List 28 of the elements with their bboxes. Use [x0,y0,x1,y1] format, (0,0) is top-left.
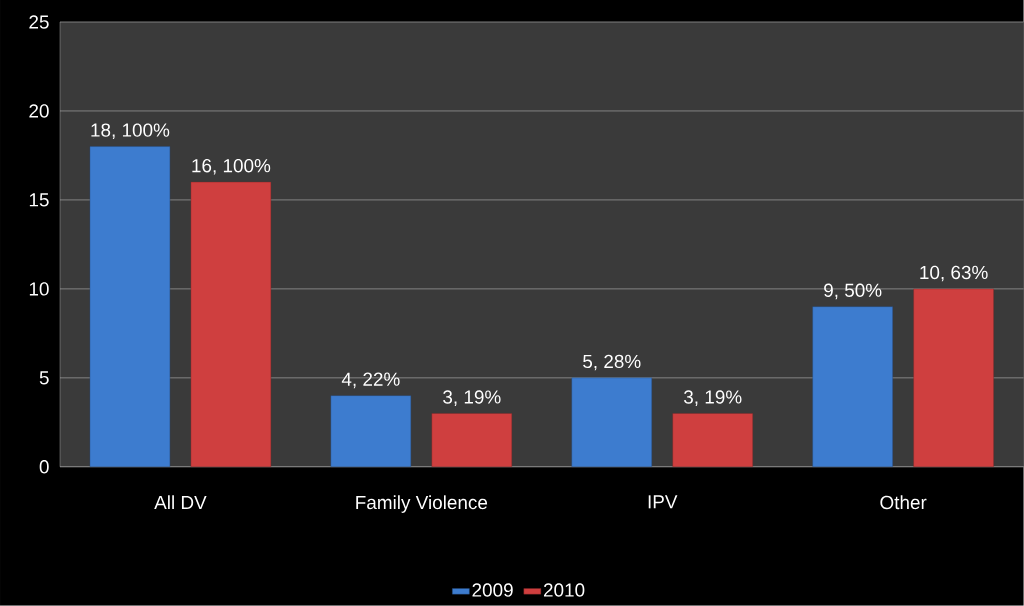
y-tick-label: 25 [29,15,49,29]
y-tick-label: 5 [39,371,49,385]
data-label: 4, 22% [341,372,400,389]
bar [431,413,512,468]
x-tick-label: Other [880,495,927,510]
y-tick-label: 20 [29,104,49,118]
bar [89,146,171,468]
y-tick-label: 15 [29,193,49,207]
bar [913,288,994,468]
y-tick-label: 0 [39,460,49,474]
x-tick-label: Family Violence [356,495,488,514]
bar [330,395,412,468]
y-tick-label: 10 [29,282,49,296]
bar [571,377,652,468]
bar [812,306,893,468]
data-label: 3, 19% [683,390,742,407]
legend-label: 2009 [472,583,513,597]
data-label: 10, 63% [920,265,988,282]
data-label: 5, 28% [583,354,641,371]
x-tick-label: IPV [648,495,678,509]
legend-label: 2010 [543,583,585,597]
data-label: 9, 50% [824,283,882,300]
bar [190,182,272,468]
data-label: 18, 100% [91,123,170,140]
data-label: 3, 19% [443,390,501,407]
x-tick-label: All DV [154,495,207,510]
data-label: 16, 100% [192,159,271,175]
bar [672,413,753,468]
